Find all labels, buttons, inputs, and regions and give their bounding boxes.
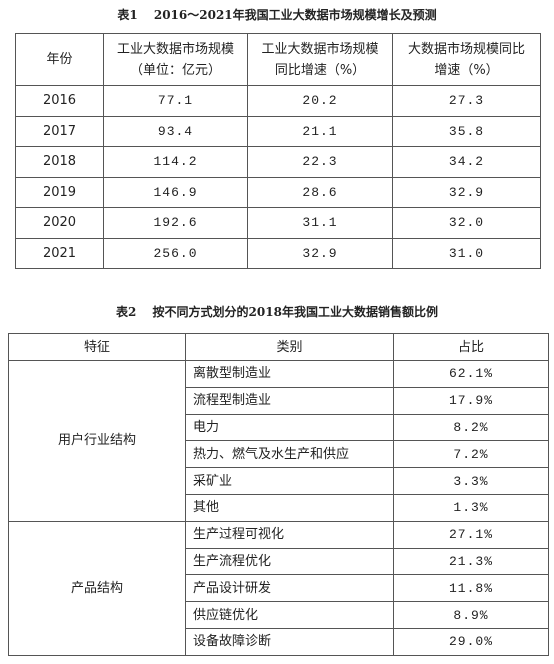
value-cell: 256.0 [103, 237, 248, 269]
year-cell: 2016 [15, 85, 104, 117]
data-row: 电力 8.2% [9, 413, 549, 442]
data-row: 用户行业结构 离散型制造业 62.1% [8, 360, 549, 522]
data-row: 2020 192.6 31.1 32.0 [15, 207, 541, 239]
value-cell: 21.1 [247, 115, 393, 147]
data-row: 流程型制造业 17.9% [9, 386, 549, 415]
value-cell: 28.6 [247, 176, 393, 208]
data-row: 2021 256.0 32.9 31.0 [15, 237, 541, 269]
share-cell: 29.0% [393, 627, 549, 656]
category-cell: 生产流程优化 [185, 547, 394, 576]
category-cell: 流程型制造业 [185, 386, 394, 415]
data-row: 2016 77.1 20.2 27.3 [15, 85, 541, 117]
header-cell: 大数据市场规模同比 增速（%） [392, 33, 541, 86]
header-line: （单位：亿元） [129, 62, 221, 78]
data-row: 产品设计研发 11.8% [9, 574, 549, 603]
value-cell: 34.2 [392, 146, 541, 178]
share-cell: 8.2% [393, 413, 549, 442]
share-cell: 11.8% [393, 574, 549, 603]
feature-cell: 用户行业结构 [8, 360, 186, 522]
data-row: 采矿业 3.3% [9, 467, 549, 495]
data-row: 产品结构 生产过程可视化 27.1% [8, 520, 549, 656]
header-row: 年份 工业大数据市场规模 （单位：亿元） 工业大数据市场规模 同比增速（%） 大数据市场规… [15, 33, 541, 86]
table1-title: 表1 2016～2021年我国工业大数据市场规模增长及预测 [117, 8, 437, 22]
category-cell: 生产过程可视化 [185, 520, 394, 549]
category-cell: 产品设计研发 [185, 574, 394, 603]
header-cell: 特征 [8, 333, 186, 361]
share-cell: 27.1% [393, 520, 549, 549]
value-cell: 20.2 [247, 85, 393, 117]
category-cell: 其他 [185, 493, 394, 522]
header-cell: 工业大数据市场规模 （单位：亿元） [103, 33, 248, 86]
category-cell: 设备故障诊断 [185, 627, 394, 656]
category-cell: 电力 [185, 413, 394, 442]
category-cell: 热力、燃气及水生产和供应 [185, 440, 394, 469]
data-row: 设备故障诊断 29.0% [9, 627, 549, 656]
header-row: 特征 类别 占比 [8, 333, 549, 361]
share-cell: 3.3% [393, 467, 549, 495]
feature-cell: 产品结构 [8, 520, 186, 656]
value-cell: 114.2 [103, 146, 248, 178]
header-line: 年份 [46, 52, 73, 67]
value-cell: 32.9 [392, 176, 541, 208]
data-row: 2017 93.4 21.1 35.8 [15, 115, 541, 147]
header-cell: 工业大数据市场规模 同比增速（%） [247, 33, 393, 86]
value-cell: 192.6 [103, 207, 248, 239]
year-cell: 2018 [15, 146, 104, 178]
header-line: 工业大数据市场规模 [261, 41, 379, 57]
category-cell: 供应链优化 [185, 601, 394, 629]
header-cell: 年份 [15, 33, 104, 86]
value-cell: 31.1 [247, 207, 393, 239]
category-cell: 采矿业 [185, 467, 394, 495]
category-cell: 离散型制造业 [185, 360, 394, 388]
data-row: 2018 114.2 22.3 34.2 [15, 146, 541, 178]
data-row: 生产流程优化 21.3% [9, 547, 549, 576]
value-cell: 32.0 [392, 207, 541, 239]
header-line: 大数据市场规模同比 [407, 41, 525, 57]
header-cell: 类别 [185, 333, 394, 361]
value-cell: 32.9 [247, 237, 393, 269]
share-cell: 8.9% [393, 601, 549, 629]
year-cell: 2021 [15, 237, 104, 269]
share-cell: 7.2% [393, 440, 549, 469]
data-row: 2019 146.9 28.6 32.9 [15, 176, 541, 208]
value-cell: 22.3 [247, 146, 393, 178]
share-cell: 21.3% [393, 547, 549, 576]
value-cell: 31.0 [392, 237, 541, 269]
header-line: 增速（%） [434, 62, 499, 78]
value-cell: 146.9 [103, 176, 248, 208]
year-cell: 2020 [15, 207, 104, 239]
value-cell: 93.4 [103, 115, 248, 147]
share-cell: 62.1% [393, 360, 549, 388]
header-line: 同比增速（%） [274, 62, 366, 78]
value-cell: 77.1 [103, 85, 248, 117]
share-cell: 17.9% [393, 386, 549, 415]
share-cell: 1.3% [393, 493, 549, 522]
data-row: 其他 1.3% [9, 493, 549, 522]
header-cell: 占比 [393, 333, 549, 361]
value-cell: 35.8 [392, 115, 541, 147]
year-cell: 2019 [15, 176, 104, 208]
data-row: 供应链优化 8.9% [9, 601, 549, 629]
value-cell: 27.3 [392, 85, 541, 117]
table1: 年份 工业大数据市场规模 （单位：亿元） 工业大数据市场规模 同比增速（%） 大数据市场规… [15, 33, 541, 269]
year-cell: 2017 [15, 115, 104, 147]
data-row: 热力、燃气及水生产和供应 7.2% [9, 440, 549, 469]
table2-title: 表2 按不同方式划分的2018年我国工业大数据销售额比例 [116, 305, 438, 319]
header-line: 工业大数据市场规模 [116, 41, 234, 57]
table2: 特征 类别 占比 用户行业结构 离散型制造业 62.1% 流程型制造业 17.9% 电力 8.2%… [8, 333, 549, 656]
